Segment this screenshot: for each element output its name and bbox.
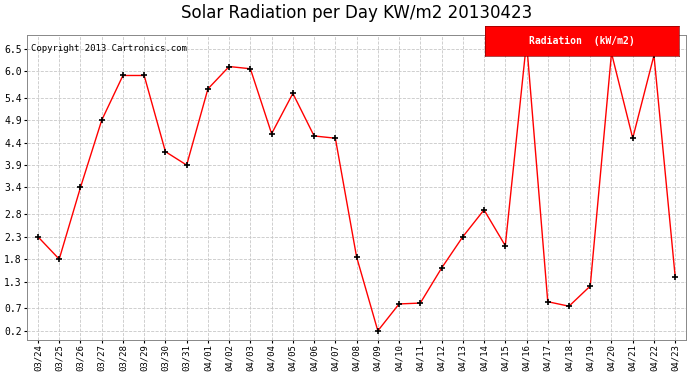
Text: Copyright 2013 Cartronics.com: Copyright 2013 Cartronics.com: [30, 44, 186, 53]
Title: Solar Radiation per Day KW/m2 20130423: Solar Radiation per Day KW/m2 20130423: [181, 4, 532, 22]
